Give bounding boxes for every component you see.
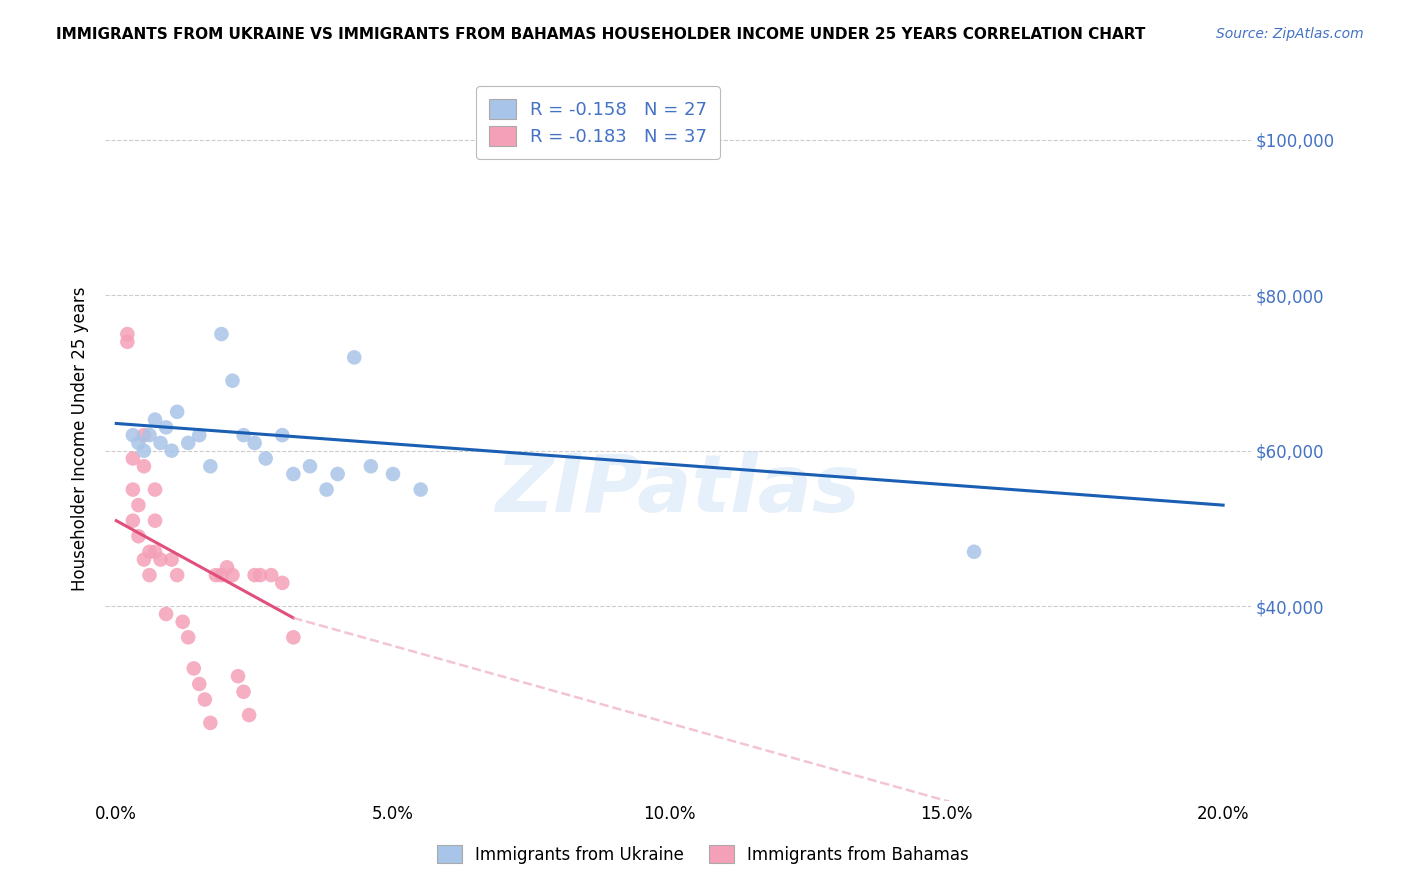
Point — [215, 560, 238, 574]
Point — [127, 529, 149, 543]
Point — [166, 405, 188, 419]
Point — [132, 459, 155, 474]
Point — [254, 451, 277, 466]
Point — [122, 514, 145, 528]
Point — [283, 467, 305, 481]
Point — [226, 669, 249, 683]
Point — [221, 568, 243, 582]
Point — [209, 326, 232, 341]
Point — [194, 692, 217, 706]
Point — [963, 545, 986, 559]
Point — [243, 568, 266, 582]
Point — [232, 685, 254, 699]
Point — [127, 436, 149, 450]
Point — [177, 436, 200, 450]
Point — [155, 607, 177, 621]
Point — [315, 483, 337, 497]
Point — [172, 615, 194, 629]
Point — [183, 661, 205, 675]
Text: ZIPatlas: ZIPatlas — [495, 450, 860, 529]
Point — [200, 459, 222, 474]
Point — [188, 428, 211, 442]
Point — [166, 568, 188, 582]
Point — [160, 443, 183, 458]
Point — [132, 428, 155, 442]
Point — [243, 436, 266, 450]
Point — [138, 428, 160, 442]
Point — [205, 568, 228, 582]
Legend: Immigrants from Ukraine, Immigrants from Bahamas: Immigrants from Ukraine, Immigrants from… — [430, 838, 976, 871]
Point — [188, 677, 211, 691]
Point — [122, 483, 145, 497]
Point — [249, 568, 271, 582]
Point — [209, 568, 232, 582]
Point — [149, 436, 172, 450]
Point — [326, 467, 349, 481]
Point — [117, 334, 139, 349]
Point — [221, 374, 243, 388]
Point — [200, 715, 222, 730]
Point — [177, 630, 200, 644]
Point — [138, 545, 160, 559]
Point — [143, 483, 166, 497]
Point — [271, 428, 294, 442]
Point — [117, 326, 139, 341]
Point — [127, 498, 149, 512]
Point — [155, 420, 177, 434]
Y-axis label: Householder Income Under 25 years: Householder Income Under 25 years — [72, 287, 89, 591]
Point — [409, 483, 432, 497]
Point — [143, 412, 166, 426]
Point — [132, 443, 155, 458]
Point — [122, 451, 145, 466]
Point — [238, 708, 260, 723]
Point — [298, 459, 321, 474]
Point — [132, 552, 155, 566]
Point — [138, 568, 160, 582]
Point — [271, 575, 294, 590]
Point — [260, 568, 283, 582]
Point — [283, 630, 305, 644]
Point — [343, 351, 366, 365]
Text: Source: ZipAtlas.com: Source: ZipAtlas.com — [1216, 27, 1364, 41]
Legend: R = -0.158   N = 27, R = -0.183   N = 37: R = -0.158 N = 27, R = -0.183 N = 37 — [475, 87, 720, 159]
Point — [382, 467, 405, 481]
Point — [122, 428, 145, 442]
Text: IMMIGRANTS FROM UKRAINE VS IMMIGRANTS FROM BAHAMAS HOUSEHOLDER INCOME UNDER 25 Y: IMMIGRANTS FROM UKRAINE VS IMMIGRANTS FR… — [56, 27, 1146, 42]
Point — [143, 514, 166, 528]
Point — [360, 459, 382, 474]
Point — [232, 428, 254, 442]
Point — [143, 545, 166, 559]
Point — [149, 552, 172, 566]
Point — [160, 552, 183, 566]
